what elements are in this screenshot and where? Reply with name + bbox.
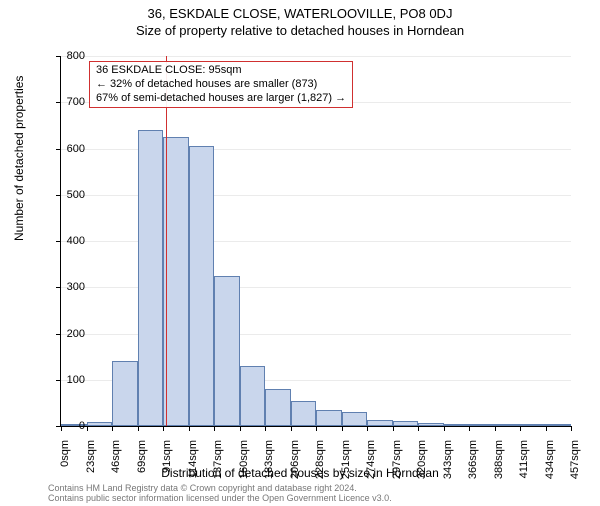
xtick-mark xyxy=(163,426,164,431)
xtick-mark xyxy=(469,426,470,431)
histogram-bar xyxy=(87,422,113,426)
ytick-mark xyxy=(56,102,61,103)
histogram-bar xyxy=(316,410,342,426)
ytick-mark xyxy=(56,334,61,335)
ytick-label: 700 xyxy=(67,96,85,108)
ytick-label: 300 xyxy=(67,281,85,293)
histogram-bar xyxy=(112,361,138,426)
ytick-mark xyxy=(56,287,61,288)
gridline xyxy=(61,56,571,57)
plot-region: 0sqm23sqm46sqm69sqm91sqm114sqm137sqm160s… xyxy=(60,56,571,427)
xtick-mark xyxy=(61,426,62,431)
xtick-mark xyxy=(316,426,317,431)
histogram-bar xyxy=(520,424,546,426)
y-axis-label: Number of detached properties xyxy=(12,76,26,241)
histogram-bar xyxy=(495,424,521,426)
histogram-bar xyxy=(138,130,164,426)
xtick-mark xyxy=(291,426,292,431)
ytick-label: 500 xyxy=(67,189,85,201)
ytick-mark xyxy=(56,56,61,57)
histogram-bar xyxy=(189,146,215,426)
histogram-bar xyxy=(546,424,572,426)
x-axis-label: Distribution of detached houses by size … xyxy=(0,466,600,480)
xtick-mark xyxy=(265,426,266,431)
xtick-mark xyxy=(367,426,368,431)
footer-line-2: Contains public sector information licen… xyxy=(48,494,392,504)
xtick-mark xyxy=(495,426,496,431)
histogram-bar xyxy=(469,424,495,426)
histogram-bar xyxy=(265,389,291,426)
histogram-bar xyxy=(418,423,444,426)
xtick-mark xyxy=(546,426,547,431)
histogram-bar xyxy=(444,424,470,426)
ytick-label: 800 xyxy=(67,50,85,62)
xtick-mark xyxy=(418,426,419,431)
footer-attribution: Contains HM Land Registry data © Crown c… xyxy=(48,484,392,504)
ytick-label: 100 xyxy=(67,374,85,386)
xtick-mark xyxy=(138,426,139,431)
xtick-mark xyxy=(214,426,215,431)
xtick-label: 0sqm xyxy=(59,440,71,467)
histogram-bar xyxy=(393,421,419,426)
histogram-bar xyxy=(214,276,240,426)
ytick-mark xyxy=(56,195,61,196)
ytick-mark xyxy=(56,380,61,381)
histogram-bar xyxy=(342,412,368,426)
xtick-mark xyxy=(444,426,445,431)
histogram-bar xyxy=(291,401,317,426)
xtick-mark xyxy=(240,426,241,431)
highlight-line xyxy=(166,56,167,426)
xtick-mark xyxy=(87,426,88,431)
ytick-label: 600 xyxy=(67,143,85,155)
xtick-mark xyxy=(189,426,190,431)
chart-subtitle: Size of property relative to detached ho… xyxy=(0,23,600,38)
xtick-mark xyxy=(571,426,572,431)
chart-container: 36, ESKDALE CLOSE, WATERLOOVILLE, PO8 0D… xyxy=(0,6,600,506)
chart-area: 0sqm23sqm46sqm69sqm91sqm114sqm137sqm160s… xyxy=(60,56,570,426)
xtick-mark xyxy=(520,426,521,431)
annotation-line-2: ← 32% of detached houses are smaller (87… xyxy=(96,78,346,92)
xtick-mark xyxy=(342,426,343,431)
histogram-bar xyxy=(367,420,393,426)
ytick-mark xyxy=(56,241,61,242)
chart-title: 36, ESKDALE CLOSE, WATERLOOVILLE, PO8 0D… xyxy=(0,6,600,21)
xtick-mark xyxy=(393,426,394,431)
annotation-box: 36 ESKDALE CLOSE: 95sqm← 32% of detached… xyxy=(89,61,353,108)
annotation-line-3: 67% of semi-detached houses are larger (… xyxy=(96,92,346,106)
ytick-label: 200 xyxy=(67,328,85,340)
ytick-mark xyxy=(56,149,61,150)
ytick-label: 0 xyxy=(79,420,85,432)
ytick-label: 400 xyxy=(67,235,85,247)
histogram-bar xyxy=(240,366,266,426)
xtick-mark xyxy=(112,426,113,431)
annotation-line-1: 36 ESKDALE CLOSE: 95sqm xyxy=(96,64,346,78)
